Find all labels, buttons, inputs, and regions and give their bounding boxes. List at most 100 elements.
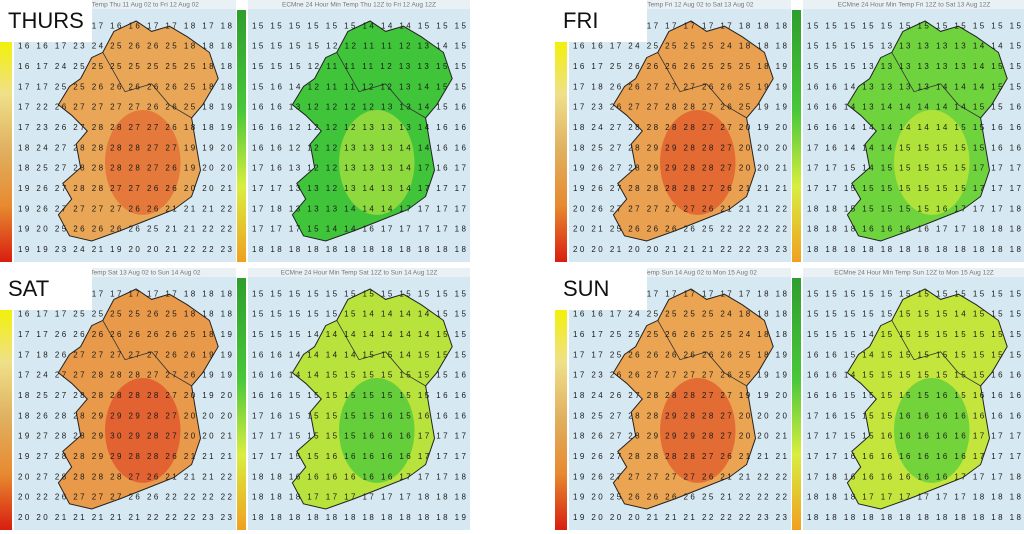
header-band bbox=[14, 268, 236, 277]
temperature-row: 17 17 16 16 16 16 16 16 16 17 17 17 bbox=[807, 452, 1022, 461]
land-shade bbox=[660, 378, 736, 483]
temperature-row: 19 19 23 24 21 19 20 20 21 22 22 23 bbox=[18, 245, 233, 254]
temperature-row: 18 18 18 18 18 18 18 18 18 18 18 19 bbox=[252, 513, 467, 522]
day-label-box bbox=[0, 268, 92, 310]
temperature-row: 16 16 12 12 12 12 13 13 13 14 16 16 bbox=[252, 123, 467, 132]
day-panel: 24 Hour MAX Temp Sat 13 Aug 02 to Sun 14… bbox=[0, 268, 470, 530]
header-band bbox=[248, 0, 470, 9]
temperature-row: 17 23 26 26 27 27 27 27 26 25 19 19 bbox=[573, 371, 788, 380]
temp-color-bar bbox=[0, 306, 12, 530]
temperature-row: 17 18 26 27 27 27 27 27 26 26 19 19 bbox=[18, 350, 233, 359]
temperature-row: 17 17 17 15 14 14 16 17 17 17 17 18 bbox=[252, 225, 467, 234]
temperature-row: 17 17 15 15 15 15 15 15 15 17 17 17 bbox=[807, 184, 1022, 193]
temperature-row: 17 17 26 26 26 26 26 26 26 25 18 19 bbox=[18, 330, 233, 339]
temperature-row: 20 22 26 27 27 27 26 26 22 22 22 22 bbox=[18, 493, 233, 502]
temperature-row: 17 18 26 26 27 27 27 26 26 25 19 19 bbox=[573, 82, 788, 91]
temperature-row: 16 16 12 12 12 13 13 13 14 14 16 16 bbox=[252, 143, 467, 152]
temperature-row: 15 15 15 13 13 13 13 13 13 14 15 15 bbox=[807, 62, 1022, 71]
temperature-row: 17 22 26 27 27 27 27 26 26 25 18 19 bbox=[18, 103, 233, 112]
temperature-row: 17 23 26 27 28 28 27 27 26 18 18 19 bbox=[18, 123, 233, 132]
map-header: ECMne 24 Hour Min Temp Sat 12Z to Sun 14… bbox=[281, 270, 438, 277]
temperature-row: 18 18 15 15 15 15 15 16 17 17 17 18 bbox=[807, 204, 1022, 213]
min-color-bar bbox=[792, 278, 801, 530]
border bbox=[657, 52, 747, 119]
border bbox=[102, 52, 192, 119]
land-shade bbox=[339, 110, 415, 215]
temperature-row: 16 16 15 15 15 15 15 15 15 15 16 16 bbox=[252, 391, 467, 400]
temperature-row: 16 16 17 23 24 25 26 26 25 18 18 18 bbox=[18, 42, 233, 51]
temperature-row: 18 24 26 27 28 28 28 27 27 19 19 20 bbox=[573, 391, 788, 400]
temperature-row: 15 15 15 15 15 15 14 14 14 14 15 15 bbox=[252, 310, 467, 319]
temperature-row: 15 15 15 14 15 15 15 15 15 15 15 15 bbox=[807, 330, 1022, 339]
map-header: ECMne 24 Hour Min Temp Thu 12Z to Fri 12… bbox=[282, 2, 436, 9]
temperature-row: 19 26 27 28 28 28 28 27 26 21 21 21 bbox=[573, 184, 788, 193]
temperature-row: 15 15 15 14 14 14 14 14 14 14 15 15 bbox=[252, 330, 467, 339]
temperature-row: 15 15 15 15 15 15 15 15 15 15 15 15 bbox=[252, 289, 467, 298]
temperature-row: 16 16 16 17 17 17 17 17 17 17 18 18 bbox=[573, 289, 788, 298]
temp-color-bar bbox=[555, 306, 567, 530]
day-label-box bbox=[555, 268, 647, 310]
temperature-row: 16 16 15 14 15 15 15 15 15 15 15 15 bbox=[807, 350, 1022, 359]
header-band bbox=[248, 268, 470, 277]
min-color-bar bbox=[792, 10, 801, 262]
temperature-row: 16 17 25 26 26 26 26 25 25 25 18 19 bbox=[573, 62, 788, 71]
min-color-bar bbox=[237, 278, 246, 530]
temperature-row: 18 26 27 28 29 29 29 28 27 20 20 21 bbox=[573, 432, 788, 441]
temperature-row: 15 15 15 15 15 15 15 15 14 15 15 15 bbox=[807, 310, 1022, 319]
temperature-row: 16 17 25 25 25 26 26 25 25 24 18 18 bbox=[573, 330, 788, 339]
day-label: SUN bbox=[563, 276, 609, 301]
temperature-row: 18 18 18 17 17 17 17 17 17 18 18 18 bbox=[252, 493, 467, 502]
temperature-row: 20 21 25 26 26 26 26 25 22 22 22 22 bbox=[573, 225, 788, 234]
temperature-row: 17 18 13 13 13 14 14 14 17 17 17 17 bbox=[252, 204, 467, 213]
map-header: ECMne 24 Hour Min Temp Sun 12Z to Mon 15… bbox=[834, 270, 994, 277]
temperature-row: 18 25 27 28 28 28 28 28 27 20 19 20 bbox=[18, 391, 233, 400]
temperature-row: 16 16 17 24 25 25 25 25 24 18 18 18 bbox=[573, 42, 788, 51]
temperature-row: 19 26 27 28 29 29 28 28 27 20 20 21 bbox=[573, 164, 788, 173]
temperature-row: 17 16 14 14 14 15 15 15 15 15 16 16 bbox=[807, 143, 1022, 152]
temp-color-bar bbox=[0, 38, 12, 262]
temperature-row: 18 18 18 17 17 17 17 17 17 18 18 18 bbox=[807, 493, 1022, 502]
temperature-row: 18 18 18 18 18 18 18 18 18 18 18 18 bbox=[252, 245, 467, 254]
land-shade bbox=[339, 378, 415, 483]
temperature-row: 20 20 21 20 20 21 21 21 22 22 23 23 bbox=[573, 245, 788, 254]
temperature-row: 16 16 14 14 15 15 15 15 15 15 15 16 bbox=[252, 371, 467, 380]
map-header: 24 Hour MAX Temp Fri 12 Aug 02 to Sat 13… bbox=[607, 2, 754, 9]
map-header: 24 Hour MAX Temp Sat 13 Aug 02 to Sun 14… bbox=[50, 270, 201, 277]
border bbox=[891, 320, 981, 387]
temperature-row: 18 26 28 28 29 29 29 28 27 20 20 20 bbox=[18, 411, 233, 420]
temperature-row: 17 16 13 12 12 13 13 13 14 17 16 17 bbox=[252, 164, 467, 173]
temperature-row: 16 17 24 25 25 25 25 25 25 25 18 18 bbox=[18, 62, 233, 71]
temperature-row: 17 17 25 26 26 26 26 26 26 25 18 19 bbox=[573, 350, 788, 359]
temperature-row: 19 20 25 26 26 26 26 25 21 22 22 22 bbox=[573, 493, 788, 502]
land-shade bbox=[894, 378, 970, 483]
temperature-row: 16 16 14 13 13 13 13 14 14 14 15 15 bbox=[807, 82, 1022, 91]
temperature-row: 15 15 15 15 15 15 15 15 15 15 15 15 bbox=[807, 289, 1022, 298]
temperature-row: 15 15 15 15 15 15 15 15 15 15 15 15 bbox=[807, 21, 1022, 30]
temperature-row: 16 16 17 24 25 25 25 25 24 18 18 18 bbox=[573, 310, 788, 319]
temperature-row: 19 26 27 28 28 27 27 26 26 20 20 21 bbox=[18, 184, 233, 193]
temperature-row: 18 25 27 28 28 28 28 27 26 19 20 20 bbox=[18, 164, 233, 173]
temperature-row: 17 18 16 16 16 16 16 16 17 17 17 18 bbox=[807, 472, 1022, 481]
temperature-row: 18 24 27 28 28 28 28 27 27 20 19 20 bbox=[573, 123, 788, 132]
day-panel: 24 Hour MAX Temp Fri 12 Aug 02 to Sat 13… bbox=[555, 0, 1024, 262]
temperature-row: 16 16 16 17 17 17 17 17 17 18 18 18 bbox=[18, 289, 233, 298]
temperature-row: 18 24 27 28 28 28 28 27 27 19 19 20 bbox=[18, 143, 233, 152]
temperature-row: 15 15 15 15 13 13 13 13 13 14 14 15 bbox=[807, 42, 1022, 51]
land-shade bbox=[105, 378, 181, 483]
temperature-row: 17 17 15 15 16 16 16 16 16 17 17 17 bbox=[807, 432, 1022, 441]
border bbox=[657, 320, 747, 387]
temperature-row: 19 20 25 26 26 26 26 25 21 21 22 22 bbox=[18, 225, 233, 234]
border bbox=[336, 320, 426, 387]
day-panel: 24 Hour MAX Temp Sun 14 Aug 02 to Mon 15… bbox=[555, 268, 1024, 530]
temperature-row: 17 16 15 15 15 16 16 16 16 16 16 16 bbox=[807, 411, 1022, 420]
temperature-row: 17 17 25 25 26 26 26 26 26 25 18 18 bbox=[18, 82, 233, 91]
temperature-row: 18 25 27 28 28 29 28 28 27 20 20 20 bbox=[573, 411, 788, 420]
temperature-row: 19 26 27 27 27 27 27 26 21 21 22 22 bbox=[573, 472, 788, 481]
temperature-row: 16 16 16 17 17 17 17 17 17 18 18 18 bbox=[573, 21, 788, 30]
day-label-box bbox=[555, 0, 647, 42]
day-label: SAT bbox=[8, 276, 49, 301]
temperature-row: 17 17 13 13 12 13 14 13 14 17 17 17 bbox=[252, 184, 467, 193]
temperature-row: 15 15 15 15 12 12 11 11 12 13 14 15 bbox=[252, 42, 467, 51]
